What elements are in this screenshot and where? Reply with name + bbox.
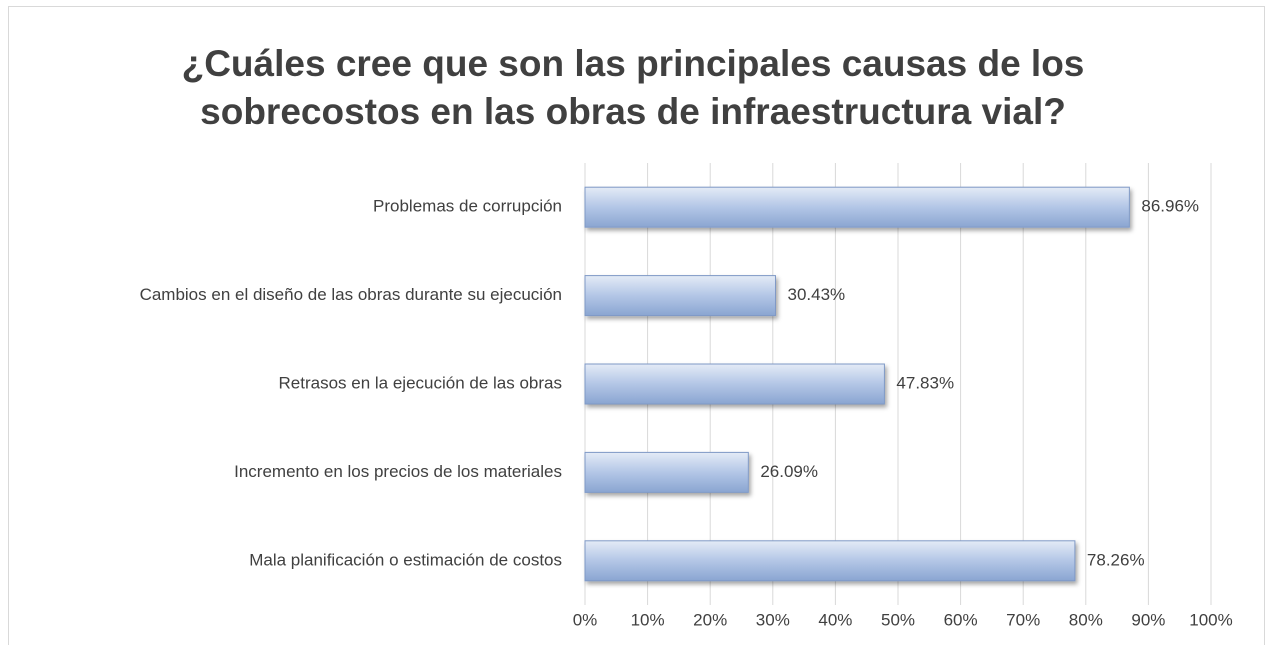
x-tick-label: 80%: [1069, 610, 1103, 629]
y-tick-label: Cambios en el diseño de las obras durant…: [140, 285, 562, 304]
x-tick-label: 40%: [818, 610, 852, 629]
x-tick-label: 10%: [631, 610, 665, 629]
x-tick-label: 30%: [756, 610, 790, 629]
x-tick-label: 20%: [693, 610, 727, 629]
data-label: 26.09%: [760, 462, 818, 481]
bar: [584, 275, 776, 317]
y-tick-label: Problemas de corrupción: [373, 197, 562, 216]
x-tick-label: 50%: [881, 610, 915, 629]
y-tick-label: Incremento en los precios de los materia…: [234, 462, 562, 481]
bar: [584, 363, 885, 405]
x-tick-label: 60%: [944, 610, 978, 629]
x-tick-label: 100%: [1189, 610, 1232, 629]
x-tick-label: 0%: [573, 610, 598, 629]
chart-title: sobrecostos en las obras de infraestruct…: [200, 91, 1066, 132]
data-label: 86.96%: [1141, 197, 1199, 216]
bar: [584, 451, 749, 493]
x-tick-label: 90%: [1131, 610, 1165, 629]
data-label: 47.83%: [896, 373, 954, 392]
chart-title: ¿Cuáles cree que son las principales cau…: [182, 43, 1085, 84]
bar: [584, 186, 1130, 228]
data-label: 30.43%: [787, 285, 845, 304]
bar: [584, 540, 1076, 582]
chart-frame: [8, 6, 1265, 645]
y-tick-label: Mala planificación o estimación de costo…: [249, 550, 562, 569]
x-tick-label: 70%: [1006, 610, 1040, 629]
y-tick-label: Retrasos en la ejecución de las obras: [279, 373, 563, 392]
data-label: 78.26%: [1087, 550, 1145, 569]
